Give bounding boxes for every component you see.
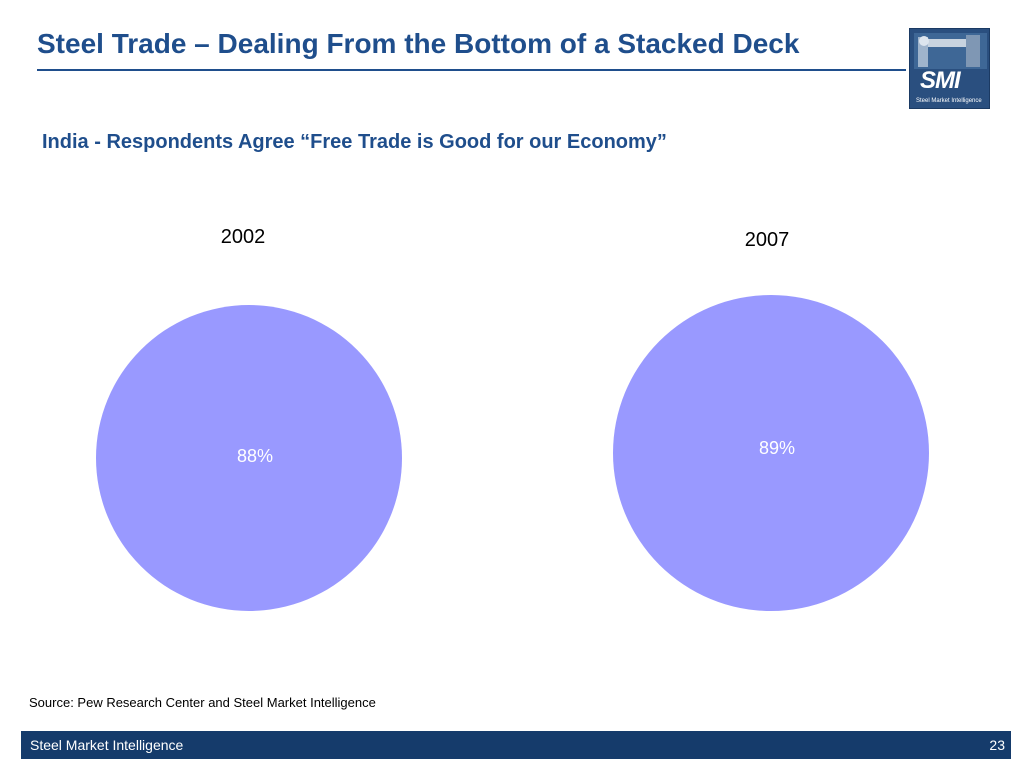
slide-title: Steel Trade – Dealing From the Bottom of… <box>37 28 800 59</box>
steel-beam-icon <box>914 33 987 69</box>
pie-slice <box>613 295 929 611</box>
logo-text: SMI <box>920 67 961 94</box>
pie-chart-2007: 2007 89% <box>613 229 929 611</box>
pie-slice <box>96 305 402 611</box>
chart-subtitle: India - Respondents Agree “Free Trade is… <box>42 131 667 153</box>
pie-title: 2007 <box>745 229 790 251</box>
pie-chart-2002: 2002 88% <box>96 226 402 611</box>
logo-subtext: Steel Market Intelligence <box>916 98 982 104</box>
title-underline <box>37 69 906 71</box>
page-number: 23 <box>989 737 1005 753</box>
pie-data-label: 89% <box>759 438 795 458</box>
footer-brand: Steel Market Intelligence <box>30 737 184 753</box>
smi-logo: SMI Steel Market Intelligence <box>909 28 990 109</box>
pie-data-label: 88% <box>237 446 273 466</box>
footer-bar: Steel Market Intelligence 23 <box>21 731 1011 759</box>
pie-title: 2002 <box>221 226 266 248</box>
source-note: Source: Pew Research Center and Steel Ma… <box>29 695 376 710</box>
